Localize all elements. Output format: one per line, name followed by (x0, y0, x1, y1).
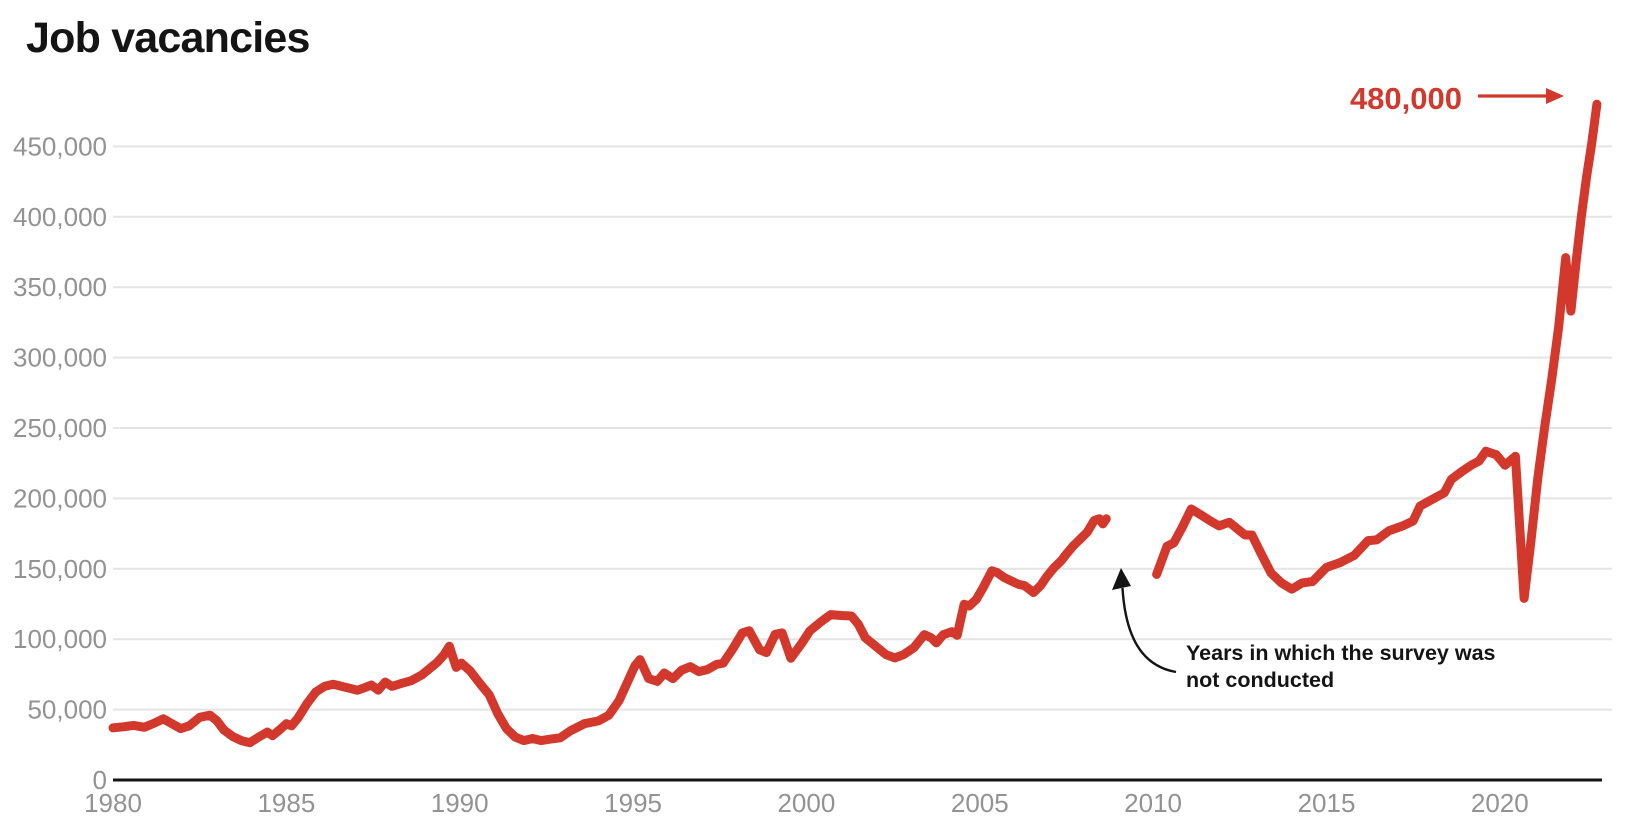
peak-arrow-head (1546, 88, 1564, 104)
series-line-pre-gap (108, 514, 1111, 748)
y-tick-label: 250,000 (13, 413, 107, 443)
gap-note-line: not conducted (1186, 668, 1334, 692)
x-tick-label: 1985 (257, 788, 315, 818)
gap-annotation: Years in which the survey was not conduct… (1112, 568, 1496, 692)
peak-annotation: 480,000 (1350, 81, 1564, 116)
x-tick-label: 2010 (1124, 788, 1182, 818)
y-tick-label: 300,000 (13, 343, 107, 373)
x-tick-label: 2015 (1298, 788, 1356, 818)
chart-title: Job vacancies (26, 14, 310, 62)
x-tick-label: 2020 (1471, 788, 1529, 818)
y-tick-label: 100,000 (13, 624, 107, 654)
x-tick-label: 1995 (604, 788, 662, 818)
x-tick-label: 1980 (84, 788, 142, 818)
y-axis-labels: 0 50,000 100,000 150,000 200,000 250,000 300,0… (13, 131, 107, 795)
gap-arrow-curve (1121, 587, 1177, 674)
series-line-post-gap (1152, 99, 1602, 603)
gap-note-line: Years in which the survey was (1186, 641, 1496, 665)
y-tick-label: 450,000 (13, 131, 107, 161)
y-tick-label: 0 (93, 765, 107, 795)
x-tick-label: 1990 (431, 788, 489, 818)
x-tick-label: 2005 (951, 788, 1009, 818)
y-tick-label: 200,000 (13, 483, 107, 513)
x-axis-labels: 1980 1985 1990 1995 2000 2005 2010 2015 2020 (84, 788, 1529, 818)
gap-arrow-head (1112, 568, 1131, 590)
y-tick-label: 350,000 (13, 272, 107, 302)
x-tick-label: 2000 (777, 788, 835, 818)
peak-value-label: 480,000 (1350, 81, 1462, 116)
y-tick-label: 400,000 (13, 202, 107, 232)
y-tick-label: 150,000 (13, 554, 107, 584)
y-tick-label: 50,000 (27, 695, 107, 725)
